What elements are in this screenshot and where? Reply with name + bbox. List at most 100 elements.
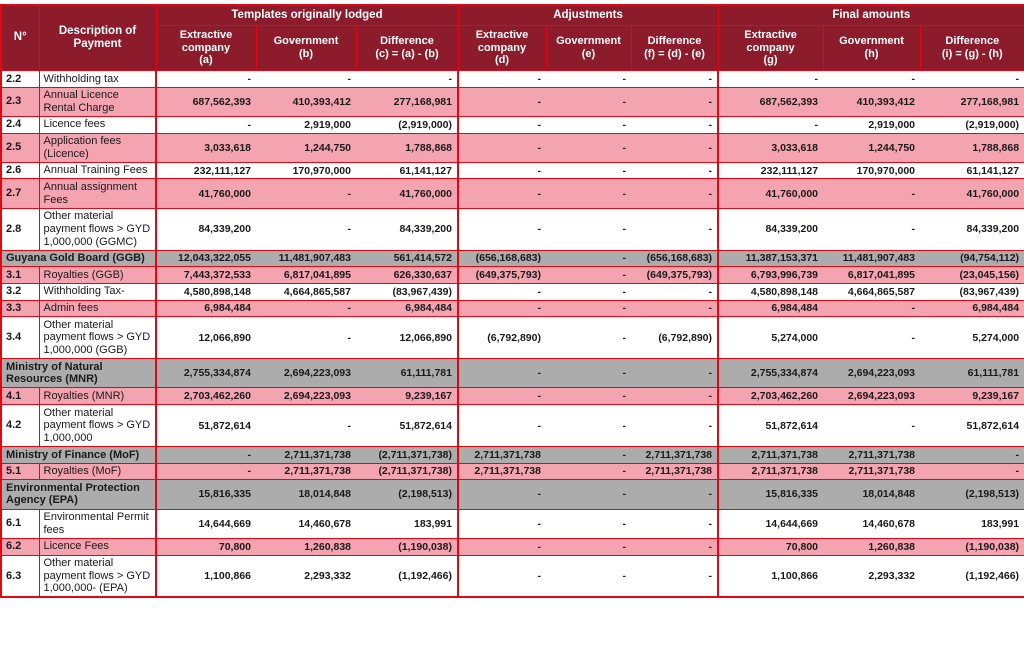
amount-cell: - [156,115,256,134]
table-row: 6.3 Other material payment flows > GYD 1,… [1,554,1024,598]
amount-cell: 14,644,669 [718,508,824,539]
amount-cell: (649,375,793) [631,266,720,284]
amount-cell: 5,274,000 [718,316,824,360]
amount-cell: - [546,316,631,360]
amount-cell: 61,111,781 [920,358,1024,389]
amount-cell: - [631,299,720,318]
amount-cell: 14,460,678 [256,508,356,539]
amount-cell: 2,711,371,738 [256,462,356,481]
amount-cell: (83,967,439) [356,282,459,301]
amount-cell: 41,760,000 [156,178,256,209]
amount-cell: - [458,537,546,556]
amount-cell: - [546,115,631,134]
amount-cell: - [256,404,356,448]
amount-cell: - [631,86,720,117]
amount-cell: - [256,70,356,88]
column-group-adjustments: Adjustments [457,4,719,26]
column-header-government-b: Government (b) [255,25,357,71]
amount-cell: (2,198,513) [920,479,1024,510]
amount-cell: 84,339,200 [356,207,459,251]
amount-cell: 9,239,167 [356,387,459,406]
table-row: 3.4 Other material payment flows > GYD 1,… [1,316,1024,360]
amount-cell: 2,703,462,260 [718,387,824,406]
amount-cell: 1,100,866 [718,554,824,598]
amount-cell: 18,014,848 [823,479,921,510]
amount-cell: 61,111,781 [356,358,459,389]
section-row: Environmental Protection Agency (EPA) 15,… [1,479,1024,510]
amount-cell: - [546,299,631,318]
amount-cell: 6,793,996,739 [718,266,824,284]
amount-cell: 14,644,669 [156,508,256,539]
amount-cell: (2,198,513) [356,479,459,510]
table-row: 3.1 Royalties (GGB) 7,443,372,533 6,817,041… [1,266,1024,284]
amount-cell: 51,872,614 [920,404,1024,448]
amount-cell: 183,991 [920,508,1024,539]
amount-cell: (1,192,466) [356,554,459,598]
amount-cell: - [458,387,546,406]
amount-cell: - [256,207,356,251]
table-row: 2.7 Annual assignment Fees 41,760,000-41,7… [1,178,1024,209]
amount-cell: - [458,86,546,117]
amount-cell: - [546,387,631,406]
amount-cell: - [631,508,720,539]
amount-cell: 2,694,223,093 [256,358,356,389]
column-header-government-e: Government (e) [545,25,632,71]
amount-cell: (94,754,112) [920,249,1024,268]
payment-description-cell: Withholding Tax- [39,282,157,301]
row-number-cell: 3.3 [1,299,40,318]
amount-cell: 277,168,981 [356,86,459,117]
payment-description-cell: Royalties (MNR) [39,387,157,406]
section-title-cell: Guyana Gold Board (GGB) [1,249,157,268]
amount-cell: 12,043,322,055 [156,249,256,268]
table-row: 3.2 Withholding Tax- 4,580,898,148 4,664,86… [1,282,1024,301]
amount-cell: 51,872,614 [356,404,459,448]
row-number-cell: 2.6 [1,161,40,180]
amount-cell: 15,816,335 [718,479,824,510]
amount-cell: 410,393,412 [256,86,356,117]
payment-description-cell: Other material payment flows > GYD 1,000… [39,207,157,251]
amount-cell: - [156,446,256,464]
amount-cell: 2,755,334,874 [156,358,256,389]
amount-cell: 51,872,614 [718,404,824,448]
amount-cell: 1,788,868 [356,132,459,163]
amount-cell: 6,817,041,895 [823,266,921,284]
amount-cell: 41,760,000 [920,178,1024,209]
table-row: 2.3 Annual Licence Rental Charge 687,562,3… [1,86,1024,117]
amount-cell: (1,190,038) [356,537,459,556]
section-title-cell: Ministry of Natural Resources (MNR) [1,358,157,389]
row-number-cell: 4.2 [1,404,40,448]
payment-description-cell: Licence fees [39,115,157,134]
payment-description-cell: Other material payment flows > GYD 1,000… [39,554,157,598]
amount-cell: 3,033,618 [156,132,256,163]
amount-cell: - [823,299,921,318]
amount-cell: 70,800 [156,537,256,556]
amount-cell: 2,711,371,738 [631,446,720,464]
amount-cell: 2,755,334,874 [718,358,824,389]
amount-cell: - [631,282,720,301]
amount-cell: - [631,70,720,88]
amount-cell: 12,066,890 [156,316,256,360]
amount-cell: 2,919,000 [823,115,921,134]
payment-description-cell: Royalties (MoF) [39,462,157,481]
amount-cell: (1,192,466) [920,554,1024,598]
amount-cell: 277,168,981 [920,86,1024,117]
amount-cell: - [546,207,631,251]
amount-cell: - [458,554,546,598]
row-number-cell: 3.4 [1,316,40,360]
amount-cell: 41,760,000 [718,178,824,209]
amount-cell: 2,711,371,738 [458,446,546,464]
amount-cell: - [823,316,921,360]
amount-cell: 61,141,127 [920,161,1024,180]
amount-cell: - [823,178,921,209]
amount-cell: - [458,508,546,539]
amount-cell: 687,562,393 [718,86,824,117]
table-row: 4.2 Other material payment flows > GYD 1,… [1,404,1024,448]
amount-cell: 626,330,637 [356,266,459,284]
column-header-government-h: Government (h) [822,25,921,71]
amount-cell: 84,339,200 [156,207,256,251]
amount-cell: - [356,70,459,88]
amount-cell: - [631,387,720,406]
group-header-row: N° Description of Payment Templates orig… [0,4,1024,71]
amount-cell: 1,100,866 [156,554,256,598]
payment-description-cell: Application fees (Licence) [39,132,157,163]
